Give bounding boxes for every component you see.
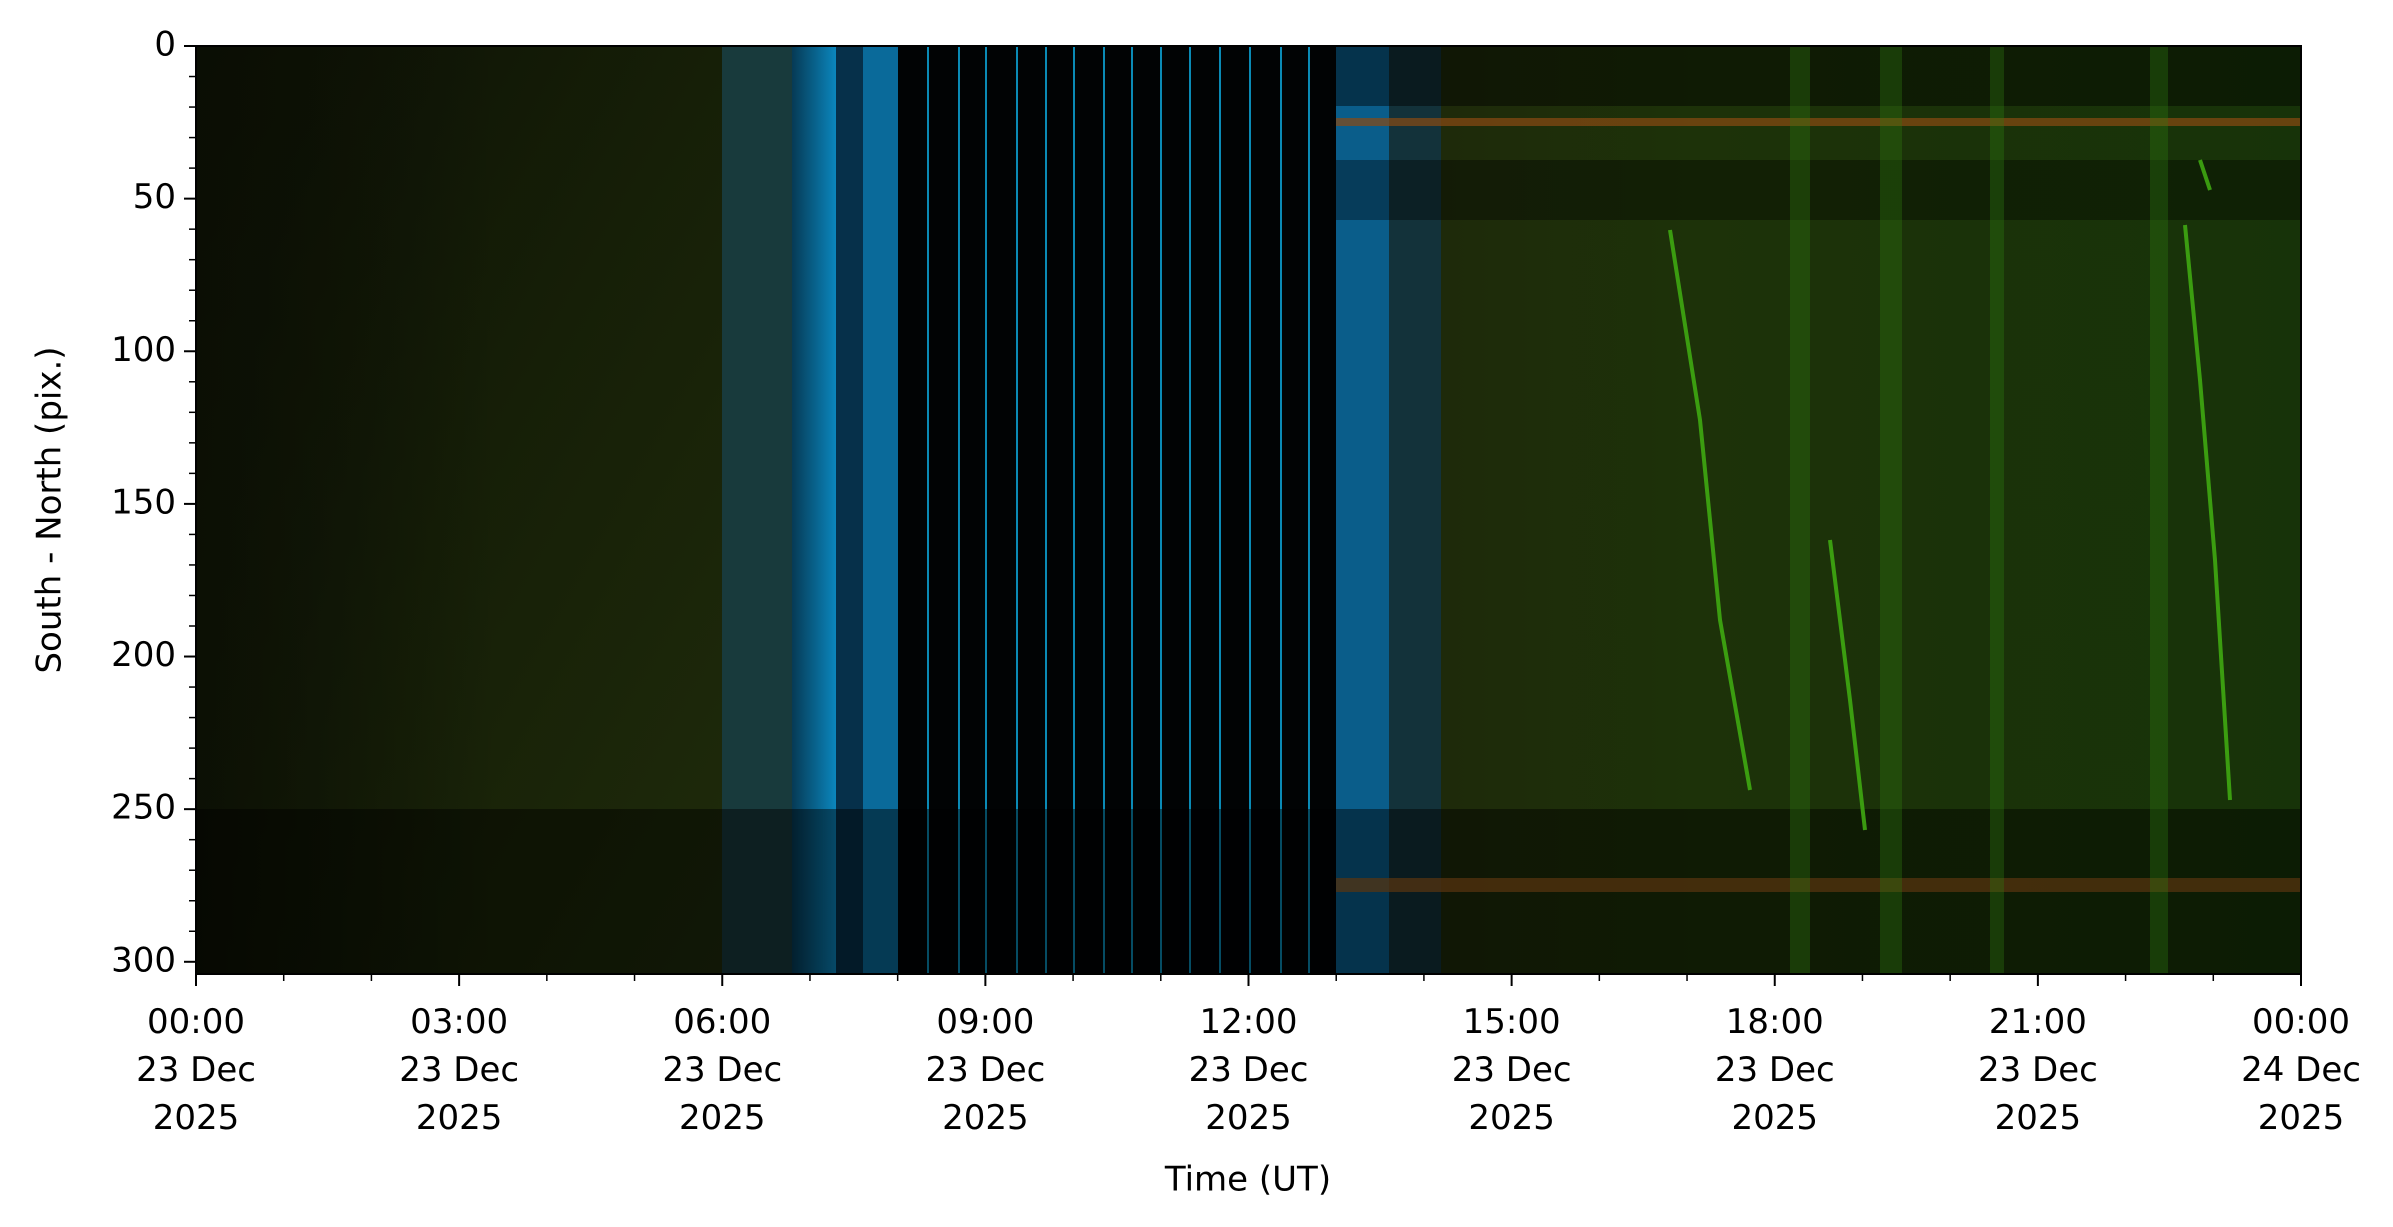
x-tick-label: 00:00 24 Dec 2025 xyxy=(2241,1002,2361,1138)
x-tick-label: 12:00 23 Dec 2025 xyxy=(1188,1002,1309,1138)
axes: 0 50 100 150 200 250 300 xyxy=(111,25,2302,986)
x-tick-label: 03:00 23 Dec 2025 xyxy=(399,1002,520,1138)
y-tick-label: 200 xyxy=(111,635,176,675)
x-tick-label: 09:00 23 Dec 2025 xyxy=(925,1002,1046,1138)
x-tick-label: 06:00 23 Dec 2025 xyxy=(662,1002,783,1138)
y-tick-label: 300 xyxy=(111,940,176,980)
x-tick-label: 15:00 23 Dec 2025 xyxy=(1451,1002,1572,1138)
y-axis-label: South - North (pix.) xyxy=(30,346,70,673)
y-tick-label: 50 xyxy=(133,177,176,217)
y-tick-label: 250 xyxy=(111,788,176,828)
x-axis-label: Time (UT) xyxy=(1164,1160,1331,1200)
y-tick-label: 0 xyxy=(154,25,176,65)
y-tick-label: 100 xyxy=(111,330,176,370)
x-tick-label: 21:00 23 Dec 2025 xyxy=(1977,1002,2098,1138)
x-tick-label: 18:00 23 Dec 2025 xyxy=(1714,1002,1835,1138)
y-tick-label: 150 xyxy=(111,482,176,522)
keogram-image xyxy=(196,46,2301,974)
x-tick-label: 00:00 23 Dec 2025 xyxy=(136,1002,256,1138)
